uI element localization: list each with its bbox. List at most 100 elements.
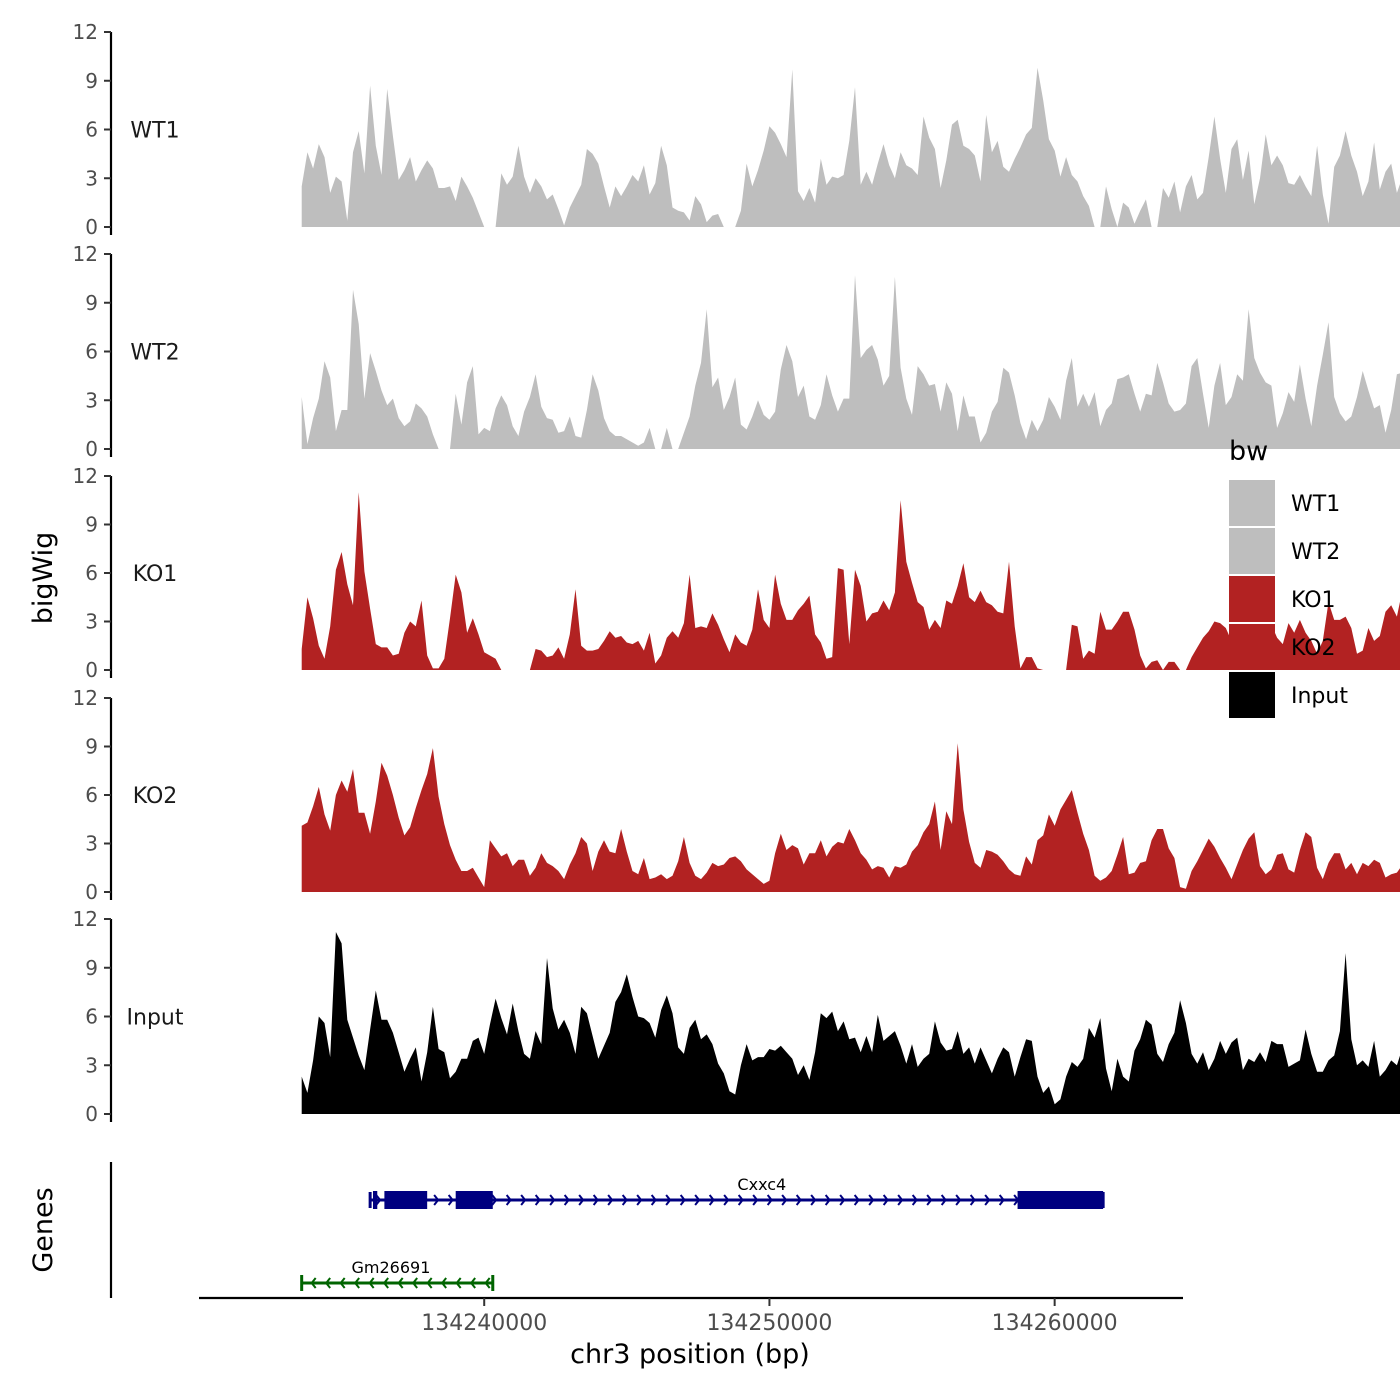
strand-arrow bbox=[795, 1194, 802, 1206]
gene-gm26691: Gm26691 bbox=[300, 1258, 495, 1291]
strand-arrow bbox=[940, 1194, 947, 1206]
y-tick-label: 3 bbox=[85, 166, 98, 190]
strand-arrow bbox=[969, 1194, 976, 1206]
genes-panel-title: Genes bbox=[28, 1187, 59, 1272]
strand-arrow bbox=[411, 1277, 418, 1289]
y-tick-label: 12 bbox=[73, 20, 98, 44]
x-tick-label: 134260000 bbox=[992, 1311, 1118, 1336]
strand-arrow bbox=[484, 1277, 491, 1289]
y-tick-label: 0 bbox=[85, 215, 98, 239]
strand-arrow bbox=[578, 1194, 585, 1206]
coverage-tracks: 0 3 6 9 12 WT1 0 3 6 9 12 WT2 0 3 6 9 12 KO1 0 3 6 9 12 KO2 0 3 6 9… bbox=[73, 20, 1400, 1126]
legend-swatch bbox=[1229, 576, 1275, 622]
strand-arrow bbox=[708, 1194, 715, 1206]
y-tick-label: 3 bbox=[85, 388, 98, 412]
y-tick-label: 9 bbox=[85, 956, 98, 980]
strand-arrow bbox=[563, 1194, 570, 1206]
coverage-area-ko1 bbox=[301, 492, 1400, 670]
exon bbox=[1017, 1191, 1104, 1209]
genes-panel: Cxxc4 Gm26691 bbox=[109, 1162, 1105, 1298]
y-axis-title: bigWig bbox=[28, 532, 59, 625]
strand-arrow bbox=[723, 1194, 730, 1206]
strand-arrow bbox=[382, 1277, 389, 1289]
legend-swatch bbox=[1229, 480, 1275, 526]
track-ko1: 0 3 6 9 12 KO1 bbox=[73, 464, 1400, 682]
strand-arrow bbox=[737, 1194, 744, 1206]
x-tick-label: 134240000 bbox=[421, 1311, 547, 1336]
strand-arrow bbox=[911, 1194, 918, 1206]
strand-arrow bbox=[752, 1194, 759, 1206]
track-wt2: 0 3 6 9 12 WT2 bbox=[73, 242, 1400, 461]
exon bbox=[372, 1191, 378, 1209]
strand-arrow bbox=[397, 1277, 404, 1289]
strand-arrow bbox=[375, 1194, 382, 1206]
y-tick-label: 9 bbox=[85, 735, 98, 759]
track-label-wt2: WT2 bbox=[130, 341, 179, 366]
strand-arrow bbox=[897, 1194, 904, 1206]
legend-entry-ko1: KO1 bbox=[1229, 576, 1336, 622]
strand-arrow bbox=[839, 1194, 846, 1206]
legend-label: KO2 bbox=[1291, 636, 1336, 661]
y-tick-label: 12 bbox=[73, 686, 98, 710]
legend-label: WT2 bbox=[1291, 540, 1340, 565]
y-tick-label: 9 bbox=[85, 69, 98, 93]
x-axis-title: chr3 position (bp) bbox=[570, 1339, 810, 1370]
y-tick-label: 3 bbox=[85, 832, 98, 856]
y-tick-label: 9 bbox=[85, 291, 98, 315]
strand-arrow bbox=[520, 1194, 527, 1206]
strand-arrow bbox=[491, 1194, 498, 1206]
strand-arrow bbox=[534, 1194, 541, 1206]
y-tick-label: 9 bbox=[85, 513, 98, 537]
strand-arrow bbox=[353, 1277, 360, 1289]
y-tick-label: 3 bbox=[85, 1053, 98, 1077]
coverage-area-input bbox=[301, 932, 1400, 1114]
coverage-area-wt2 bbox=[301, 275, 1400, 449]
strand-arrow bbox=[955, 1194, 962, 1206]
strand-arrow bbox=[636, 1194, 643, 1206]
strand-arrow bbox=[549, 1194, 556, 1206]
gene-cxxc4: Cxxc4 bbox=[368, 1175, 1105, 1209]
track-label-wt1: WT1 bbox=[130, 119, 179, 144]
legend-entry-ko2: KO2 bbox=[1229, 624, 1336, 670]
strand-arrow bbox=[853, 1194, 860, 1206]
strand-arrow bbox=[426, 1277, 433, 1289]
strand-arrow bbox=[455, 1277, 462, 1289]
legend-swatch bbox=[1229, 672, 1275, 718]
legend-swatch bbox=[1229, 624, 1275, 670]
strand-arrow bbox=[882, 1194, 889, 1206]
gene-name-gm26691: Gm26691 bbox=[352, 1258, 431, 1277]
legend: bw WT1 WT2 KO1 KO2 Input bbox=[1229, 436, 1348, 718]
strand-arrow bbox=[607, 1194, 614, 1206]
strand-arrow bbox=[433, 1194, 440, 1206]
legend-swatch bbox=[1229, 528, 1275, 574]
y-tick-label: 0 bbox=[85, 880, 98, 904]
legend-entry-wt2: WT2 bbox=[1229, 528, 1340, 574]
strand-arrow bbox=[694, 1194, 701, 1206]
strand-arrow bbox=[824, 1194, 831, 1206]
strand-arrow bbox=[469, 1277, 476, 1289]
strand-arrow bbox=[505, 1194, 512, 1206]
strand-arrow bbox=[810, 1194, 817, 1206]
strand-arrow bbox=[998, 1194, 1005, 1206]
strand-arrow bbox=[665, 1194, 672, 1206]
strand-arrow bbox=[984, 1194, 991, 1206]
strand-arrow bbox=[650, 1194, 657, 1206]
y-tick-label: 0 bbox=[85, 1102, 98, 1126]
y-tick-label: 6 bbox=[85, 340, 98, 364]
legend-label: KO1 bbox=[1291, 588, 1336, 613]
y-tick-label: 12 bbox=[73, 907, 98, 931]
track-input: 0 3 6 9 12 Input bbox=[73, 907, 1400, 1126]
y-tick-label: 12 bbox=[73, 242, 98, 266]
x-axis: 134240000 134250000 134260000 bbox=[199, 1296, 1183, 1336]
y-tick-label: 6 bbox=[85, 118, 98, 142]
y-tick-label: 12 bbox=[73, 464, 98, 488]
track-label-ko2: KO2 bbox=[133, 784, 178, 809]
legend-entry-wt1: WT1 bbox=[1229, 480, 1340, 526]
x-tick-label: 134250000 bbox=[706, 1311, 832, 1336]
y-tick-label: 6 bbox=[85, 561, 98, 585]
legend-label: Input bbox=[1291, 684, 1348, 709]
strand-arrow bbox=[447, 1194, 454, 1206]
exon bbox=[455, 1191, 493, 1209]
strand-arrow bbox=[440, 1277, 447, 1289]
